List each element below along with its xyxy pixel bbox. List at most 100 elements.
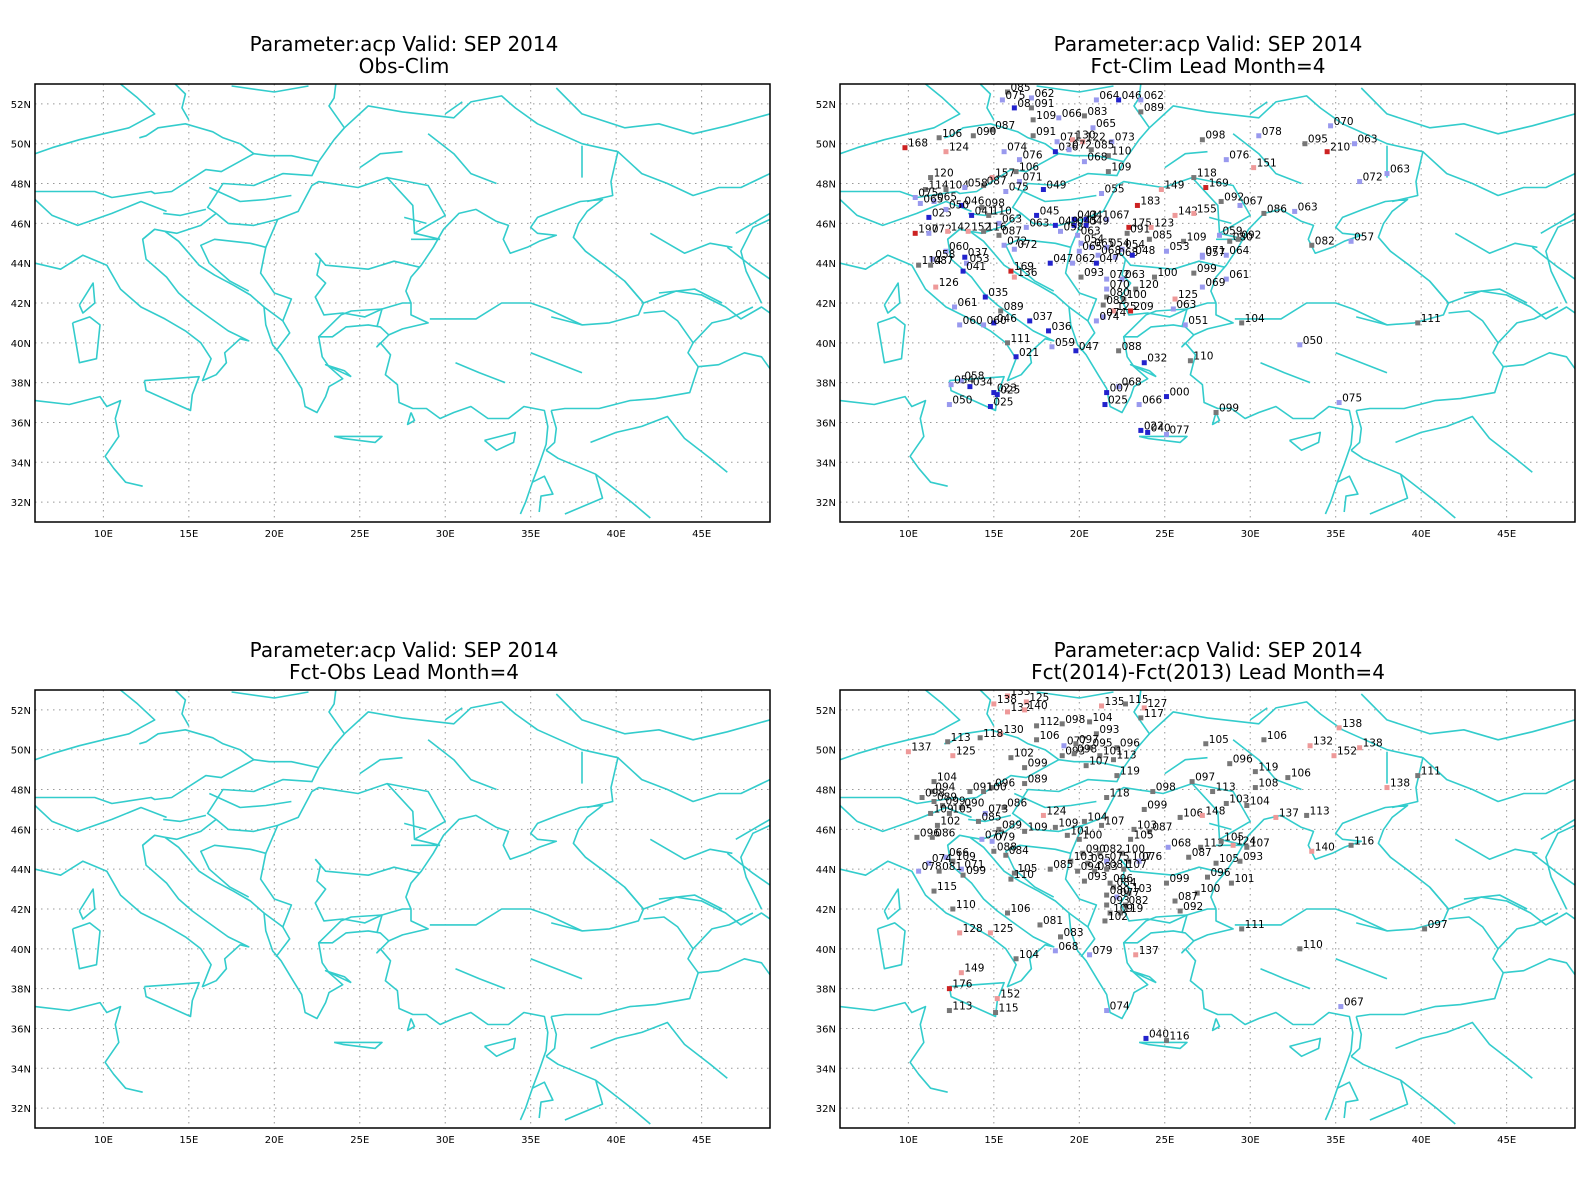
station-marker (1059, 753, 1065, 759)
coastline (1181, 940, 1195, 954)
station-value-label: 067 (1243, 195, 1263, 207)
station-value-label: 091 (1036, 126, 1056, 138)
station-marker (1104, 795, 1110, 801)
station-marker (1152, 274, 1158, 280)
lat-tick-label: 32N (11, 498, 31, 509)
station-marker (1104, 892, 1110, 898)
lat-tick-label: 36N (816, 418, 836, 429)
lat-tick-label: 46N (816, 219, 836, 230)
country-border (1011, 161, 1246, 241)
lat-tick-label: 48N (816, 786, 836, 797)
station-marker (1097, 850, 1103, 856)
station-marker (943, 149, 949, 155)
station-marker (917, 200, 923, 206)
station-value-label: 133 (1011, 686, 1031, 698)
station-marker (1005, 709, 1011, 715)
station-value-label: 197 (918, 223, 938, 235)
station-marker (965, 228, 971, 234)
station-value-label: 132 (1313, 736, 1333, 748)
country-border (564, 473, 604, 515)
station-marker (905, 749, 911, 755)
station-marker (957, 930, 963, 936)
coastline (1211, 412, 1221, 426)
station-value-label: 054 (1084, 233, 1104, 245)
coastline (71, 316, 101, 364)
station-value-label: 097 (1428, 919, 1448, 931)
station-value-label: 105 (952, 803, 972, 815)
station-value-label: 087 (987, 176, 1007, 188)
lon-tick-label: 35E (1326, 529, 1345, 540)
station-marker (1261, 210, 1267, 216)
station-marker (1126, 224, 1132, 230)
station-value-label: 082 (1103, 843, 1123, 855)
station-value-label: 105 (1209, 734, 1229, 746)
coastline (78, 888, 96, 920)
station-value-label: 100 (1127, 289, 1147, 301)
station-value-label: 022 (1144, 420, 1164, 432)
country-border (1395, 1021, 1533, 1079)
coastline (876, 316, 906, 364)
country-border (551, 310, 700, 412)
station-value-label: 097 (1079, 734, 1099, 746)
country-border (840, 690, 961, 761)
station-value-label: 025 (993, 397, 1013, 409)
country-border (1540, 212, 1575, 234)
station-marker (1138, 97, 1144, 103)
station-marker (970, 133, 976, 139)
coastline (1545, 824, 1575, 910)
station-marker (1205, 874, 1210, 880)
station-value-label: 061 (958, 297, 978, 309)
station-value-label: 068 (1171, 837, 1191, 849)
station-marker (1422, 926, 1428, 932)
station-marker (1104, 902, 1110, 908)
country-border (208, 792, 292, 809)
coastline (969, 198, 1450, 414)
station-marker (1199, 284, 1205, 290)
country-border (658, 288, 723, 304)
lat-tick-label: 42N (11, 299, 31, 310)
coastline (1355, 316, 1388, 326)
lat-tick-label: 36N (11, 418, 31, 429)
station-value-label: 007 (1110, 383, 1130, 395)
country-border (318, 690, 346, 769)
station-value-label: 116 (1169, 1030, 1189, 1042)
station-value-label: 209 (1134, 301, 1154, 313)
station-value-label: 087 (1152, 821, 1172, 833)
coastline (379, 948, 549, 1121)
station-marker (1076, 248, 1082, 254)
station-value-label: 104 (937, 772, 957, 784)
station-marker (1146, 828, 1152, 834)
station-marker (996, 232, 1002, 238)
station-value-label: 112 (1040, 716, 1060, 728)
country-border (1191, 782, 1251, 840)
lon-tick-label: 10E (94, 1135, 113, 1146)
station-marker (1191, 270, 1197, 276)
station-marker (1297, 342, 1303, 348)
station-value-label: 060 (987, 315, 1007, 327)
lon-tick-label: 45E (1497, 1135, 1516, 1146)
station-marker (1134, 202, 1140, 208)
lon-tick-label: 35E (1326, 1135, 1345, 1146)
station-marker (1348, 238, 1354, 244)
country-border (1004, 238, 1098, 322)
coastline (35, 395, 143, 487)
station-value-label: 045 (1077, 215, 1097, 227)
station-marker (967, 789, 973, 795)
station-value-label: 021 (1019, 347, 1039, 359)
station-marker (1384, 785, 1390, 791)
country-border (726, 246, 770, 280)
station-value-label: 051 (1188, 315, 1208, 327)
station-marker (1114, 894, 1120, 900)
country-border (1070, 825, 1084, 854)
station-marker (996, 220, 1002, 226)
station-value-label: 079 (995, 831, 1015, 843)
station-value-label: 110 (956, 899, 976, 911)
station-marker (960, 268, 966, 274)
station-marker (1122, 701, 1128, 707)
station-marker (1228, 880, 1234, 886)
station-marker (950, 906, 956, 912)
station-marker (1056, 115, 1062, 121)
station-marker (1141, 806, 1147, 812)
